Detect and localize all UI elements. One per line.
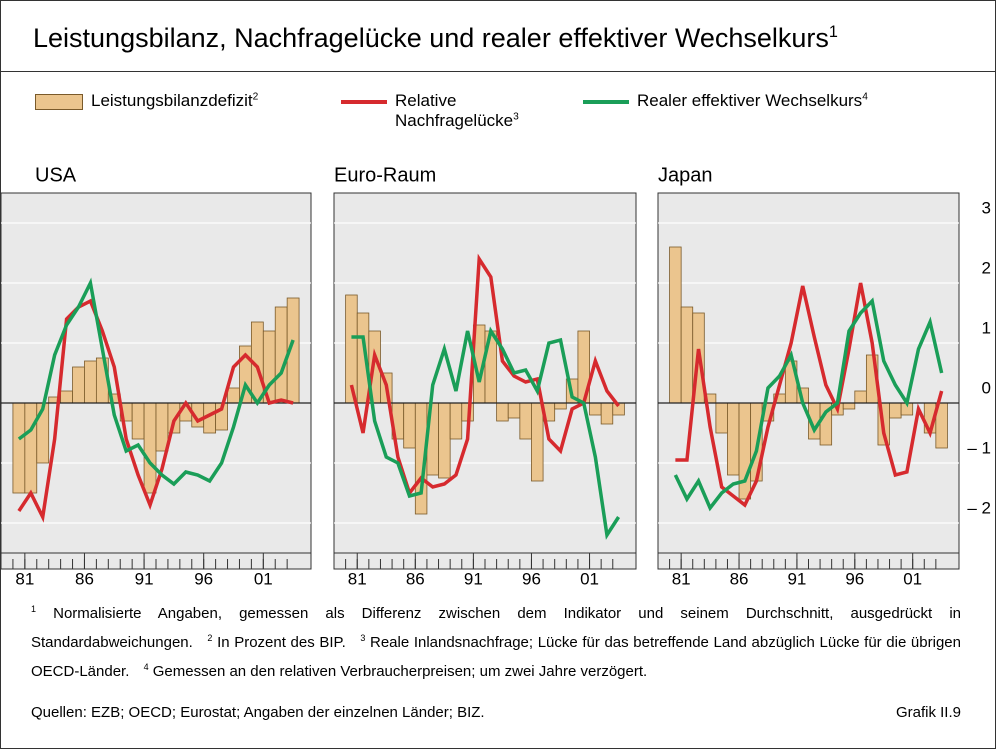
panel-title: Euro-Raum (334, 164, 436, 186)
line-series (673, 297, 944, 512)
y-tick-label: 3 (982, 198, 991, 217)
legend-sup: 4 (862, 91, 868, 103)
legend-item: Leistungsbilanzdefizit2 (35, 91, 258, 111)
bar (155, 402, 169, 452)
legend-label: Realer effektiver Wechselkurs (637, 91, 863, 110)
footnote-text: Normalisierte Angaben, gemessen als Diff… (31, 605, 961, 651)
footnote-text: Gemessen an den relativen Verbraucherpre… (152, 663, 648, 680)
bar (531, 402, 544, 482)
x-tick-label: 86 (730, 569, 749, 588)
legend-label: Leistungsbilanzdefizit (91, 91, 253, 110)
footnote-text: Reale Inlandsnachfrage; Lücke für das be… (31, 634, 961, 680)
x-tick-label: 91 (135, 569, 154, 588)
title-sup: 1 (828, 23, 838, 41)
y-tick-label: 2 (982, 258, 991, 277)
footnote-num: 2 (207, 633, 213, 643)
line-series (675, 282, 944, 508)
x-tick-label: 01 (580, 569, 599, 588)
legend-swatch (341, 100, 387, 104)
footnote: 2 In Prozent des BIP. (207, 633, 346, 651)
bar (449, 402, 463, 440)
legend-swatch (35, 94, 83, 110)
x-tick-label: 01 (254, 569, 273, 588)
footnote-text: In Prozent des BIP. (217, 634, 346, 651)
y-tick-label: – 2 (967, 498, 991, 517)
bar (554, 402, 567, 410)
bar (842, 402, 856, 410)
legend-label: Relative Nachfragelücke (395, 91, 514, 130)
bar (889, 402, 902, 419)
sources-row: Quellen: EZB; OECD; Eurostat; Angaben de… (31, 704, 961, 721)
x-tick-label: 91 (787, 569, 806, 588)
bar (60, 390, 73, 404)
panel-title: Japan (658, 164, 713, 186)
x-tick-label: 81 (672, 569, 691, 588)
bar (669, 246, 682, 404)
line-series (351, 326, 621, 540)
x-tick-label: 96 (522, 569, 541, 588)
bar (600, 402, 614, 425)
title-text: Leistungsbilanz, Nachfragelücke und real… (33, 23, 829, 53)
footnote: 3 Reale Inlandsnachfrage; Lücke für das … (31, 633, 961, 680)
y-tick-label: 1 (982, 318, 991, 337)
bar (496, 402, 509, 422)
footnote-num: 3 (360, 633, 366, 643)
x-tick-label: 91 (464, 569, 483, 588)
bar (72, 366, 85, 404)
bar (519, 402, 532, 440)
bar (227, 387, 240, 404)
bar (507, 402, 521, 419)
x-tick-label: 01 (903, 569, 922, 588)
bar (589, 402, 602, 416)
header: Leistungsbilanz, Nachfragelücke und real… (1, 1, 995, 72)
legend-swatch (583, 100, 629, 104)
legend-sup: 2 (252, 91, 259, 103)
footnotes: 1 Normalisierte Angaben, gemessen als Di… (31, 597, 961, 684)
title: Leistungsbilanz, Nachfragelücke und real… (33, 23, 838, 54)
footnote-num: 4 (143, 662, 149, 672)
panel-title: USA (35, 164, 77, 186)
footnote: 1 Normalisierte Angaben, gemessen als Di… (31, 604, 961, 651)
bar (438, 402, 451, 479)
bar (680, 306, 694, 404)
x-tick-label: 81 (15, 569, 34, 588)
x-tick-label: 96 (194, 569, 213, 588)
bar (24, 402, 38, 494)
bar (715, 402, 728, 434)
footnote-num: 1 (31, 604, 37, 614)
bar (131, 402, 145, 440)
bar (738, 402, 752, 500)
bar (727, 402, 740, 476)
line-series (349, 253, 620, 497)
y-tick-label: 0 (982, 378, 991, 397)
sources: Quellen: EZB; OECD; Eurostat; Angaben de… (31, 704, 485, 721)
x-tick-label: 86 (406, 569, 425, 588)
legend-sup: 3 (513, 111, 519, 123)
legend-item: Realer effektiver Wechselkurs4 (583, 91, 868, 111)
bar (403, 402, 416, 449)
bar (12, 402, 26, 494)
legend-item: Relative Nachfragelücke3 (341, 91, 545, 131)
y-tick-label: – 1 (967, 438, 991, 457)
x-tick-label: 81 (348, 569, 367, 588)
bar (274, 306, 288, 404)
bar (143, 402, 157, 494)
bar (854, 390, 867, 404)
line-series (17, 277, 295, 487)
line-series (17, 298, 294, 523)
figure-label: Grafik II.9 (895, 704, 961, 721)
footnote: 4 Gemessen an den relativen Verbraucherp… (143, 662, 648, 680)
x-tick-label: 86 (75, 569, 94, 588)
x-tick-label: 96 (845, 569, 864, 588)
bar (84, 360, 97, 404)
